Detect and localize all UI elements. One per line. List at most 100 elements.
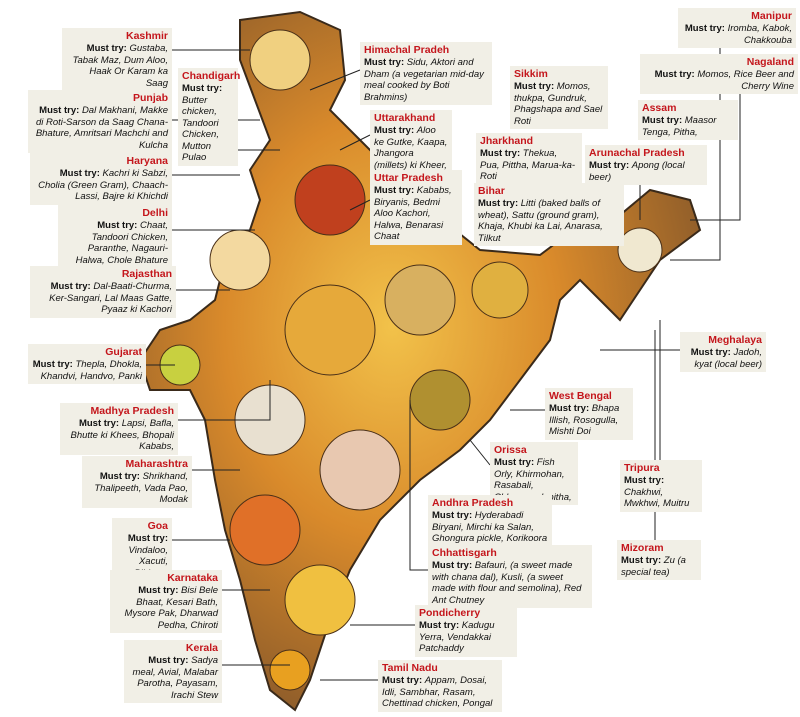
must-try-label: Must try:	[549, 403, 590, 414]
region-name: Maharashtra	[125, 458, 188, 470]
region-name: Chhattisgarh	[432, 547, 497, 559]
dish-list: Momos, thukpa, Gundruk, Phagshapa and Sa…	[514, 81, 603, 127]
region-name: Uttarakhand	[374, 112, 436, 124]
dish-text: Must try: Hyderabadi Biryani, Mirchi ka …	[432, 510, 548, 545]
dish-list: Hyderabadi Biryani, Mirchi ka Salan, Gho…	[432, 510, 548, 544]
dish-list: Thepla, Dhokla, Khandvi, Handvo, Panki	[40, 359, 142, 382]
must-try-label: Must try:	[432, 510, 473, 521]
must-try-label: Must try:	[684, 23, 725, 34]
region-name: West Bengal	[549, 390, 612, 402]
dish-list: Kadugu Yerra, Vendakkai Patchaddy	[419, 620, 495, 654]
dish-text: Must try: Kadugu Yerra, Vendakkai Patcha…	[419, 620, 513, 655]
region-name: Uttar Pradesh	[374, 172, 443, 184]
dish-list: Bhapa Illish, Rosogulla, Mishti Doi	[549, 403, 620, 437]
dish-list: Chakhwi, Mwkhwi, Muitru	[624, 486, 690, 510]
region-label: Himachal Pradeh Must try: Sidu, Aktori an…	[360, 42, 492, 105]
region-name: Pondicherry	[419, 607, 481, 619]
dish-text: Must try: Chakhwi, Mwkhwi, Muitru	[624, 475, 698, 510]
dish-text: Must try: Dal Makhani, Makke di Roti-Sar…	[32, 105, 168, 151]
dish-text: Must try: Momos, Rice Beer and Cherry Wi…	[644, 69, 794, 92]
must-try-label: Must try:	[432, 560, 473, 571]
region-label: Manipur Must try: Iromba, Kabok, Chakkoub…	[678, 8, 796, 48]
region-name: Nagaland	[746, 56, 794, 68]
region-label: Meghalaya Must try: Jadoh, kyat (local be…	[680, 332, 766, 372]
region-label: Karnataka Must try: Bisi Bele Bhaat, Kesa…	[110, 570, 222, 633]
food-patches	[159, 29, 663, 691]
region-label: Andhra Pradesh Must try: Hyderabadi Birya…	[428, 495, 552, 547]
region-label: Assam Must try: Maasor Tenga, Pitha,	[638, 100, 738, 140]
region-label: Kashmir Must try: Gustaba, Tabak Maz, Dum…	[62, 28, 172, 91]
dish-text: Must try: Chaat, Tandoori Chicken, Paran…	[62, 220, 168, 266]
must-try-label: Must try:	[50, 281, 91, 292]
region-label: Delhi Must try: Chaat, Tandoori Chicken, …	[58, 205, 172, 268]
region-label: Chandigarh Must try: Butter chicken, Tand…	[178, 68, 241, 166]
must-try-label: Must try:	[382, 675, 423, 686]
dish-list: Sidu, Aktori and Dham (a vegetarian mid-…	[364, 57, 484, 103]
must-try-label: Must try:	[39, 105, 80, 116]
region-name: Kashmir	[125, 30, 168, 42]
dish-text: Must try: Gustaba, Tabak Maz, Dum Aloo, …	[66, 43, 168, 89]
dish-list: Sadya meal, Avial, Malabar Parotha, Paya…	[132, 655, 218, 701]
region-label: Arunachal Pradesh Must try: Apong (local …	[585, 145, 707, 185]
region-label: Madhya Pradesh Must try: Lapsi, Bafla, Bh…	[60, 403, 178, 455]
must-try-label: Must try:	[624, 475, 665, 486]
region-label: Maharashtra Must try: Shrikhand, Thalipee…	[82, 456, 192, 508]
region-name: Orissa	[494, 444, 527, 456]
region-label: Nagaland Must try: Momos, Rice Beer and C…	[640, 54, 798, 94]
must-try-label: Must try:	[654, 69, 695, 80]
region-label: Chhattisgarh Must try: Bafauri, (a sweet …	[428, 545, 592, 608]
dish-text: Must try: Appam, Dosai, Idli, Sambhar, R…	[382, 675, 498, 710]
must-try-label: Must try:	[374, 125, 415, 136]
dish-text: Must try: Kababs, Biryanis, Bedmi Aloo K…	[374, 185, 458, 243]
dish-text: Must try: Iromba, Kabok, Chakkouba	[682, 23, 792, 46]
region-name: Bihar	[478, 185, 505, 197]
dish-list: Dal-Baati-Churma, Ker-Sangari, Lal Maas …	[49, 281, 172, 315]
region-name: Chandigarh	[182, 70, 241, 82]
dish-list: Jadoh, kyat (local beer)	[694, 347, 762, 370]
region-name: Andhra Pradesh	[432, 497, 514, 509]
dish-list: Bafauri, (a sweet made with chana dal), …	[432, 560, 582, 606]
must-try-label: Must try:	[419, 620, 460, 631]
region-name: Goa	[147, 520, 168, 532]
dish-text: Must try: Jadoh, kyat (local beer)	[684, 347, 762, 370]
dish-list: Litti (baked balls of wheat), Sattu (gro…	[478, 198, 603, 244]
region-name: Meghalaya	[708, 334, 762, 346]
must-try-label: Must try:	[59, 168, 100, 179]
region-name: Mizoram	[621, 542, 664, 554]
dish-list: Momos, Rice Beer and Cherry Wine	[697, 69, 794, 92]
must-try-label: Must try:	[182, 83, 223, 94]
region-label: Uttar Pradesh Must try: Kababs, Biryanis,…	[370, 170, 462, 245]
region-name: Rajasthan	[121, 268, 172, 280]
region-name: Punjab	[132, 92, 168, 104]
must-try-label: Must try:	[589, 160, 630, 171]
dish-list: Appam, Dosai, Idli, Sambhar, Rasam, Chet…	[382, 675, 493, 709]
dish-text: Must try: Zu (a special tea)	[621, 555, 697, 578]
region-name: Jharkhand	[480, 135, 534, 147]
dish-text: Must try: Momos, thukpa, Gundruk, Phagsh…	[514, 81, 604, 127]
dish-list: Bisi Bele Bhaat, Kesari Bath, Mysore Pak…	[124, 585, 218, 631]
region-name: Haryana	[126, 155, 168, 167]
region-label: Bihar Must try: Litti (baked balls of whe…	[474, 183, 624, 246]
dish-list: Shrikhand, Thalipeeth, Vada Pao, Modak	[94, 471, 188, 505]
dish-list: Maasor Tenga, Pitha,	[642, 115, 717, 138]
must-try-label: Must try:	[86, 43, 127, 54]
must-try-label: Must try:	[32, 359, 73, 370]
must-try-label: Must try:	[480, 148, 521, 159]
region-name: Kerala	[185, 642, 218, 654]
dish-text: Must try: Thekua, Pua, Pittha, Marua-ka-…	[480, 148, 578, 183]
must-try-label: Must try:	[364, 57, 405, 68]
region-name: Delhi	[142, 207, 168, 219]
must-try-label: Must try:	[148, 655, 189, 666]
dish-text: Must try: Shrikhand, Thalipeeth, Vada Pa…	[86, 471, 188, 506]
dish-text: Must try: Bisi Bele Bhaat, Kesari Bath, …	[114, 585, 218, 631]
connectors	[145, 42, 741, 681]
dish-list: Thekua, Pua, Pittha, Marua-ka-Roti	[480, 148, 576, 182]
region-name: Arunachal Pradesh	[589, 147, 685, 159]
must-try-label: Must try:	[97, 220, 138, 231]
dish-text: Must try: Apong (local beer)	[589, 160, 703, 183]
region-label: Haryana Must try: Kachri ki Sabzi, Cholia…	[30, 153, 172, 205]
must-try-label: Must try:	[99, 471, 140, 482]
dish-list: Iromba, Kabok, Chakkouba	[727, 23, 792, 46]
